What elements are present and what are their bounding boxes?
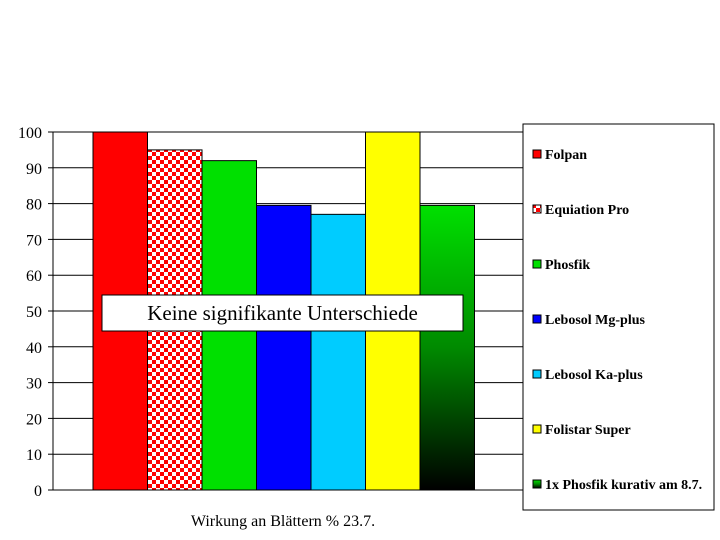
axes: [48, 131, 528, 491]
bar-1x-phosfik-kurativ-am-8-7: [419, 204, 475, 491]
y-tick-label: 20: [26, 411, 42, 428]
x-axis-label: Wirkung an Blättern % 23.7.: [191, 513, 375, 530]
y-tick-label: 50: [26, 304, 42, 321]
legend: Folpan Equiation Pro Phosfik Lebosol Mg-plu…: [522, 123, 715, 511]
legend-swatch: [532, 204, 542, 214]
y-tick-label: 10: [26, 447, 42, 464]
legend-swatch: [532, 259, 542, 269]
y-tick-label: 0: [34, 483, 42, 500]
annotation-text: Keine signifikante Unterschiede: [147, 301, 418, 325]
y-tick-label: 80: [26, 197, 42, 214]
legend-swatch: [532, 149, 542, 159]
legend-label: Lebosol Ka-plus: [545, 368, 643, 383]
bar-lebosol-ka-plus: [310, 213, 366, 491]
legend-swatch: [532, 479, 542, 489]
y-tick-labels: 0 10 20 30 40 50 60 70 80 90 100: [18, 125, 42, 500]
legend-swatch: [532, 314, 542, 324]
y-tick-label: 90: [26, 161, 42, 178]
legend-label: Equiation Pro: [545, 203, 629, 218]
legend-label: 1x Phosfik kurativ am 8.7.: [545, 478, 702, 493]
legend-label: Folpan: [545, 148, 587, 163]
y-tick-label: 70: [26, 232, 42, 249]
legend-swatch: [532, 424, 542, 434]
annotation-box: Keine signifikante Unterschiede: [101, 294, 464, 332]
y-tick-label: 30: [26, 376, 42, 393]
y-tick-label: 60: [26, 268, 42, 285]
legend-swatch: [532, 369, 542, 379]
legend-label: Lebosol Mg-plus: [545, 313, 646, 328]
y-tick-label: 100: [18, 125, 42, 142]
legend-label: Phosfik: [545, 258, 590, 273]
legend-label: Folistar Super: [545, 423, 631, 438]
y-tick-label: 40: [26, 340, 42, 357]
bar-lebosol-mg-plus: [256, 204, 312, 491]
